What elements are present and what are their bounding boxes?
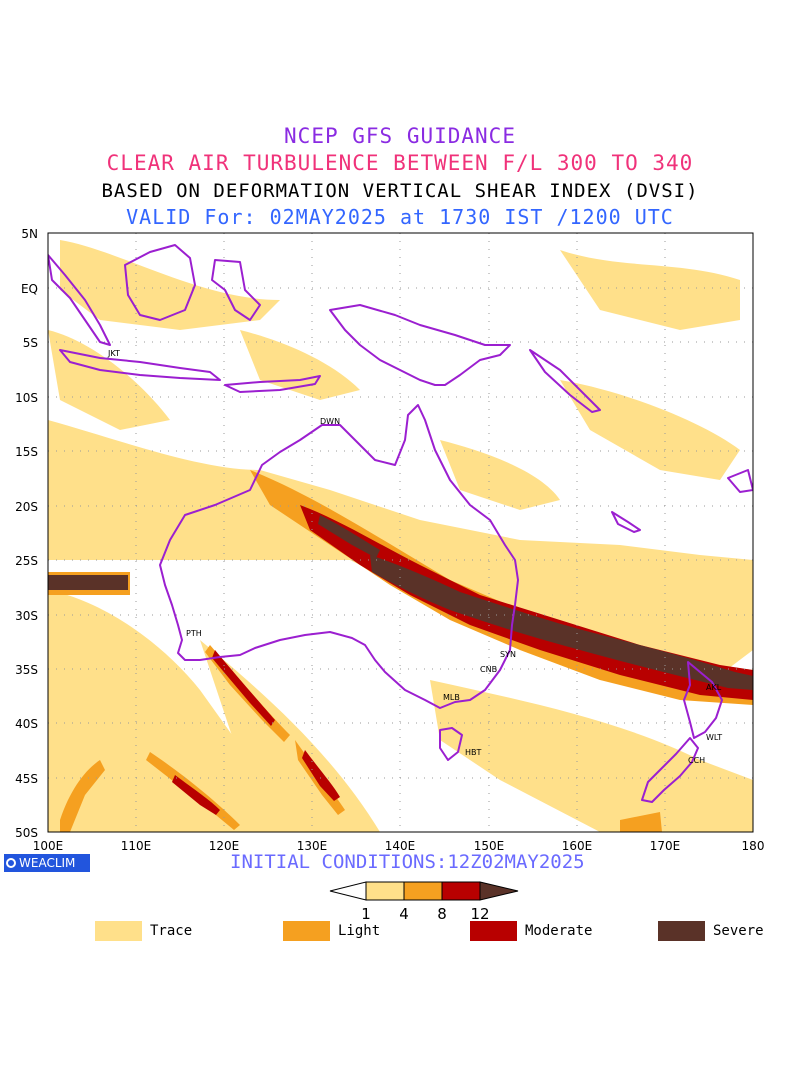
java-coast [59,349,221,381]
longitude-labels: 100E 110E 120E 130E 140E 150E 160E 170E … [33,839,765,853]
colorbar-tick: 1 [361,905,371,923]
weaclim-logo-icon [6,858,16,868]
melanesia-coast [529,349,601,413]
lat-label: 45S [15,772,38,786]
station-label: DWN [320,417,340,426]
colorbar-moderate [441,881,481,901]
station-label: MLB [443,693,460,702]
lon-label: 120E [209,839,240,853]
legend-swatch [283,921,330,941]
new-guinea-coast [329,304,511,386]
lon-label: 100E [33,839,64,853]
colorbar-tick: 12 [470,905,490,923]
lon-label: 150E [474,839,505,853]
colorbar-severe [479,881,519,901]
south-island-coast [641,737,699,803]
lat-label: 25S [15,554,38,568]
lon-label: 110E [121,839,152,853]
colorbar-light [403,881,443,901]
north-island-coast [683,661,723,739]
colorbar-tick: 8 [437,905,447,923]
borneo-coast [124,244,196,321]
fiji-coast [727,469,753,493]
initial-conditions: INITIAL CONDITIONS:12Z02MAY2025 [230,851,585,873]
sulawesi-coast [211,259,261,321]
station-label: JKT [107,349,120,358]
lon-label: 140E [385,839,416,853]
new-caledonia-coast [611,511,641,533]
legend-swatch [658,921,705,941]
title-line-1: NCEP GFS GUIDANCE [284,124,516,148]
lat-label: 40S [15,717,38,731]
station-label: CNB [480,665,497,674]
map-frame [47,232,754,833]
lat-label: 50S [15,826,38,840]
legend-label: Light [338,923,381,939]
lat-label: 35S [15,663,38,677]
legend-swatch [470,921,517,941]
lon-label: 130E [297,839,328,853]
title-line-2: CLEAR AIR TURBULENCE BETWEEN F/L 300 TO … [106,151,694,175]
station-label: HBT [465,748,482,757]
map-area [48,233,753,832]
lat-label: 30S [15,609,38,623]
weaclim-badge: WEACLIM [4,854,90,872]
lat-label: 15S [15,445,38,459]
lat-label: 10S [15,391,38,405]
title-line-4: VALID For: 02MAY2025 at 1730 IST /1200 U… [126,205,674,229]
lesser-sunda-coast [224,375,321,393]
lat-label: 5N [21,227,38,241]
lat-label: EQ [21,282,38,296]
latitude-labels: 5N EQ 5S 10S 15S 20S 25S 30S 35S 40S 45S… [15,227,38,840]
colorbar-tick: 4 [399,905,409,923]
severe-fields [48,515,753,690]
station-label: CCH [688,756,705,765]
station-labels: JKT DWN PTH SYN CNB MLB HBT AKL WLT CCH [107,349,722,765]
coastlines [48,244,753,803]
legend-label: Severe [713,923,764,939]
sumatra-coast [48,254,111,346]
legend-label: Moderate [525,923,593,939]
legend-label: Trace [150,923,193,939]
colorbar-under [329,881,367,901]
station-label: WLT [706,733,722,742]
lat-label: 5S [23,336,38,350]
station-label: AKL [706,683,722,692]
station-label: SYN [500,650,516,659]
colorbar [329,881,519,901]
lon-label: 160E [562,839,593,853]
legend-swatch [95,921,142,941]
weaclim-badge-label: WEACLIM [19,856,76,870]
lon-label: 180 [742,839,765,853]
station-label: PTH [186,629,202,638]
colorbar-trace [365,881,405,901]
tasmania-coast [439,727,463,761]
australia-coast [159,404,519,709]
lat-label: 20S [15,500,38,514]
lon-label: 170E [650,839,681,853]
title-line-3: BASED ON DEFORMATION VERTICAL SHEAR INDE… [101,180,699,202]
